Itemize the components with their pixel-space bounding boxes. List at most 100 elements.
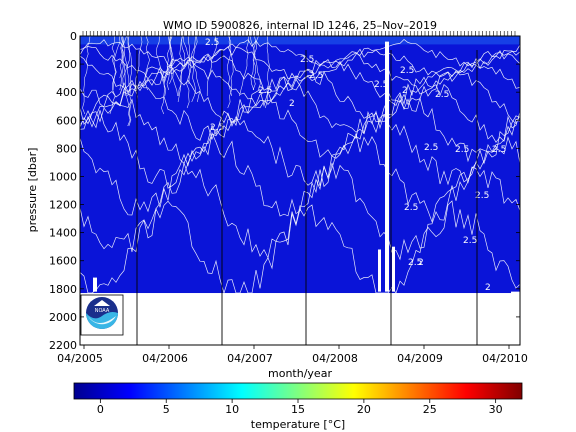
contour-line [144,36,150,91]
y-tick-label: 1400 [49,227,77,240]
colorbar-tick-label: 15 [291,403,305,416]
data-gap [511,291,520,345]
contour-line [253,36,261,91]
year-separators [136,50,478,345]
y-tick-label: 400 [56,86,77,99]
contour-line [80,56,520,108]
y-axis: 0 200 400 600 800 1000 1200 1400 1600 1800 2000 220… [49,30,520,352]
colorbar-tick-label: 25 [423,403,437,416]
contour-label: 2.5 [463,236,477,246]
data-gap [378,249,381,292]
colorbar-tick-label: 20 [357,403,371,416]
x-tick-label: 04/2010 [482,352,528,365]
y-tick-label: 2200 [49,339,77,352]
y-tick-label: 1600 [49,255,77,268]
contour-label: 2.5 [435,90,449,100]
contour-line [80,39,520,67]
contour-line [227,36,234,109]
contour-line [252,36,257,91]
contour-label: 2 [402,86,408,96]
contour-line [248,36,256,91]
contour-label: 2.5 [374,80,388,90]
y-tick-label: 0 [70,30,77,43]
contour-label: 2.5 [492,145,506,155]
y-tick-label: 2000 [49,311,77,324]
profile-ticks [82,31,516,36]
x-tick-label: 04/2005 [57,352,103,365]
contour-label: 2 [485,283,491,293]
colorbar-tick-label: 30 [489,403,503,416]
y-tick-label: 1000 [49,170,77,183]
chart-title: WMO ID 5900826, internal ID 1246, 25–Nov… [163,19,437,32]
field-fill [80,36,520,294]
contour-line [168,36,174,85]
contour-line [80,110,520,189]
contour-line [80,76,520,143]
temperature-field [80,36,520,345]
contour-line [80,89,520,165]
contour-label: 2.5 [404,203,418,213]
contour-line [264,36,270,109]
noaa-logo: NOAA [80,294,124,336]
contour-label: 2 [418,258,424,268]
x-axis: 04/2005 04/2006 04/2007 04/2008 04/2009 04/20… [57,345,528,365]
y-tick-label: 800 [56,142,77,155]
surface-band [80,36,520,45]
contour-label: 2.5 [408,258,422,268]
contour-line [191,36,201,103]
noaa-logo-text: NOAA [95,308,110,314]
contour-labels: 2.52.52.5 2.52.52.522.522.52.52.52.52.522… [205,38,506,293]
x-tick-label: 04/2008 [312,352,358,365]
contour-line [122,36,131,97]
contour-label: 2.5 [300,55,314,65]
contour-label: 2.5 [455,145,469,155]
contour-line [80,65,520,126]
colorbar-tick-label: 10 [225,403,239,416]
contour-line [239,36,249,97]
y-axis-label: pressure [dbar] [26,148,39,233]
y-tick-label: 1800 [49,283,77,296]
contour-line [80,46,520,82]
contour-line [119,36,124,91]
contour-line [127,36,133,127]
colorbar-ticks: 0 5 10 15 20 25 30 [97,399,503,416]
colorbar-label: temperature [°C] [251,418,345,431]
contour-line [80,161,520,261]
contour-line [80,50,520,95]
contour-label: 2.5 [424,143,438,153]
contour-line [80,131,520,223]
y-tick-label: 1200 [49,199,77,212]
contour-line [166,36,173,91]
contour-label: 2.5 [475,191,489,201]
contour-line [80,200,520,295]
contour-line [119,36,127,79]
contour-label: 2.5 [205,38,219,48]
contour-label: 2.5 [309,71,323,81]
contour-line [82,36,92,115]
contour-line [227,36,232,97]
contour-line [109,36,117,115]
colorbar [73,382,523,400]
contour-lines [80,36,520,295]
contour-line [134,36,143,103]
contour-label: 2.5 [210,123,224,133]
x-tick-label: 04/2007 [227,352,273,365]
contour-label: 2.5 [400,66,414,76]
contour-line [186,36,191,85]
plot-frame [79,35,521,346]
data-gap [392,246,395,292]
data-gap [385,41,389,292]
contour-label: 2 [289,99,295,109]
contour-label: 2.5 [258,86,272,96]
y-tick-label: 200 [56,58,77,71]
data-gap [93,277,97,292]
x-tick-label: 04/2009 [397,352,443,365]
contour-line [178,36,186,97]
x-tick-label: 04/2006 [142,352,188,365]
colorbar-tick-label: 0 [97,403,104,416]
x-axis-label: month/year [268,367,332,380]
contour-line [112,36,121,91]
contour-line [206,36,217,97]
y-tick-label: 600 [56,114,77,127]
